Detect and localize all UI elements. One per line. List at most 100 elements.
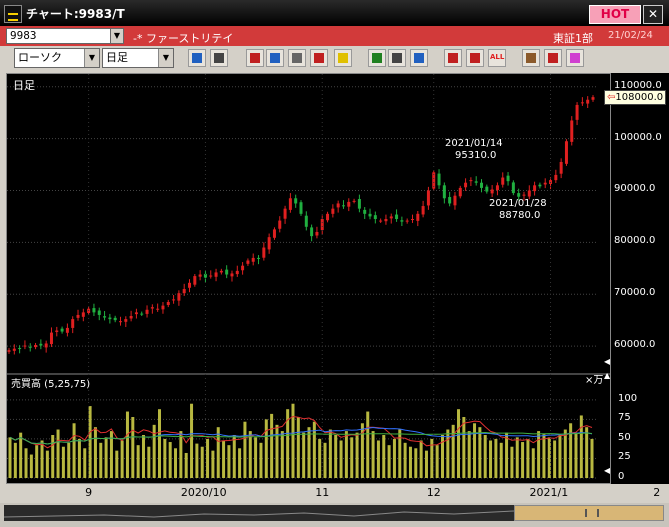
volume-bar [254, 437, 258, 478]
volume-bar [51, 435, 55, 478]
volume-bar [147, 446, 151, 478]
volume-bar [296, 417, 300, 478]
candle [384, 219, 388, 222]
volume-bar [451, 424, 455, 478]
volume-bar [168, 442, 172, 478]
volume-bar [350, 437, 354, 478]
candle [188, 282, 192, 288]
candle2-icon [470, 53, 480, 63]
volume-bar [13, 442, 17, 478]
volume-tick-label: 50 [618, 431, 631, 443]
crosshair-icon [214, 53, 224, 63]
close-button[interactable]: ✕ [643, 5, 663, 24]
settings-button[interactable] [522, 49, 540, 67]
volume-bar [120, 440, 124, 478]
volume-bar [264, 419, 268, 478]
scroll-up-icon[interactable]: ◀ [604, 357, 611, 366]
volume-bar [8, 437, 12, 478]
candle [118, 321, 122, 323]
candle [12, 348, 16, 351]
zoom-button[interactable] [188, 49, 206, 67]
candle [341, 205, 345, 207]
last-price-value: 108000.0 [615, 92, 664, 104]
candle-icon [448, 53, 458, 63]
candle [172, 299, 176, 301]
candle [161, 305, 165, 310]
volume-bar [141, 435, 145, 478]
scroll-thumb[interactable] [514, 505, 664, 521]
pencil-icon [372, 53, 382, 63]
scroll-up-icon[interactable]: ▲ [604, 371, 611, 380]
pencil-button[interactable] [368, 49, 386, 67]
volume-bar [553, 440, 557, 478]
volume-bar [521, 442, 525, 478]
period-value: 日足 [106, 51, 128, 64]
stock-code-input[interactable]: 9983 [6, 28, 124, 44]
search-chart-button[interactable] [266, 49, 284, 67]
undo-icon [414, 53, 424, 63]
volume-panel-label: 売買高 (5,25,75) [11, 377, 90, 390]
volume-bar [478, 427, 482, 478]
candle [448, 197, 452, 204]
volume-bar [77, 438, 81, 478]
chart-type-select[interactable]: ローソク ▼ [14, 48, 100, 68]
candle-button[interactable] [444, 49, 462, 67]
search-chart-icon [270, 53, 280, 63]
volume-bar [360, 423, 364, 478]
volume-bar [152, 424, 156, 478]
volume-bar [227, 445, 231, 478]
candle [559, 161, 563, 174]
volume-bar [505, 432, 509, 478]
candle [480, 182, 484, 188]
wrench-button[interactable] [544, 49, 562, 67]
volume-bar [355, 432, 359, 478]
volume-bar [569, 423, 573, 478]
market-label: 東証1部 [553, 32, 593, 45]
all-icon: ALL [490, 53, 505, 61]
volume-bar [473, 423, 477, 478]
period-select[interactable]: 日足 ▼ [102, 48, 174, 68]
candle [278, 220, 282, 229]
candle [283, 208, 287, 219]
candle [458, 187, 462, 197]
warning-button[interactable] [334, 49, 352, 67]
code-dropdown-button[interactable]: ▼ [110, 28, 124, 44]
annotation-1: 2021/01/14 95310.0 [445, 138, 503, 161]
volume-bar [579, 415, 583, 478]
candle [288, 198, 292, 210]
grid-button[interactable] [288, 49, 306, 67]
download-icon [250, 53, 260, 63]
cursor-button[interactable] [388, 49, 406, 67]
grip-icon [585, 509, 599, 517]
candle [373, 215, 377, 220]
palette-icon [570, 53, 580, 63]
volume-bar [179, 431, 183, 478]
crosshair-button[interactable] [210, 49, 228, 67]
palette-button[interactable] [566, 49, 584, 67]
candle [145, 309, 149, 314]
candle [331, 208, 335, 214]
candle [395, 214, 399, 220]
chart-area[interactable]: 日足 売買高 (5,25,75) ×万 2021/01/14 95310.0 2… [6, 73, 658, 484]
volume-bar [232, 435, 236, 478]
candle [426, 190, 430, 206]
all-button[interactable]: ALL [488, 49, 506, 67]
download-button[interactable] [246, 49, 264, 67]
swap-button[interactable] [310, 49, 328, 67]
overview-strip[interactable] [3, 505, 515, 521]
hot-button[interactable]: HOT [589, 5, 641, 24]
undo-button[interactable] [410, 49, 428, 67]
volume-bar [318, 438, 322, 478]
volume-bar [574, 432, 578, 478]
volume-bar [190, 403, 194, 478]
candle [326, 213, 330, 221]
volume-bar [216, 427, 220, 478]
volume-bar [387, 445, 391, 478]
scroll-down-icon[interactable]: ◀ [604, 466, 611, 475]
candle2-button[interactable] [466, 49, 484, 67]
volume-bar [440, 435, 444, 478]
volume-bar [307, 427, 311, 478]
volume-bar [585, 427, 589, 478]
candle [156, 308, 160, 310]
candle [363, 209, 367, 214]
